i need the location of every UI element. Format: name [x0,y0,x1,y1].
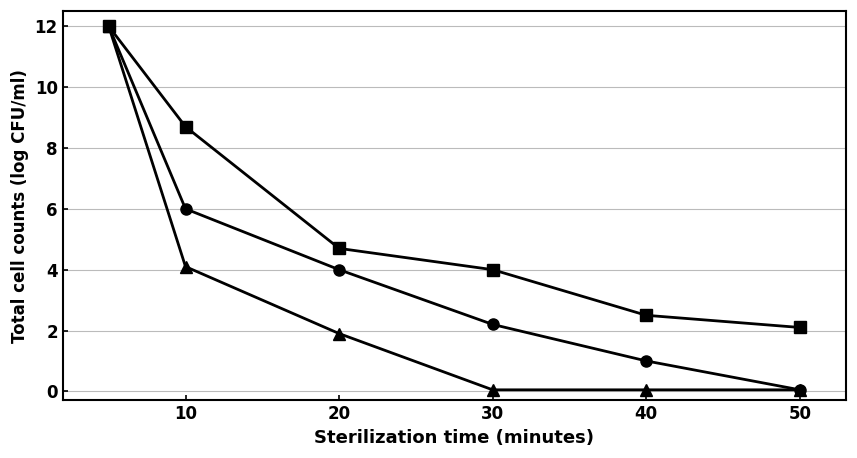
Temperature C (triangles) [334,331,345,336]
Temperature B (circles) [794,387,805,393]
Y-axis label: Total cell counts (log CFU/ml): Total cell counts (log CFU/ml) [11,69,29,343]
Temperature A (squares) [104,23,114,29]
X-axis label: Sterilization time (minutes): Sterilization time (minutes) [315,429,594,447]
Temperature A (squares) [488,267,498,273]
Line: Temperature C (triangles): Temperature C (triangles) [103,21,806,395]
Temperature C (triangles) [104,23,114,29]
Line: Temperature B (circles): Temperature B (circles) [103,21,806,395]
Temperature C (triangles) [641,387,651,393]
Temperature B (circles) [334,267,345,273]
Temperature C (triangles) [488,387,498,393]
Temperature A (squares) [180,124,190,130]
Temperature B (circles) [641,358,651,364]
Temperature C (triangles) [180,264,190,269]
Temperature A (squares) [794,325,805,330]
Temperature A (squares) [334,245,345,251]
Temperature B (circles) [180,206,190,212]
Temperature B (circles) [488,322,498,327]
Temperature A (squares) [641,312,651,318]
Line: Temperature A (squares): Temperature A (squares) [103,21,806,333]
Temperature B (circles) [104,23,114,29]
Temperature C (triangles) [794,387,805,393]
